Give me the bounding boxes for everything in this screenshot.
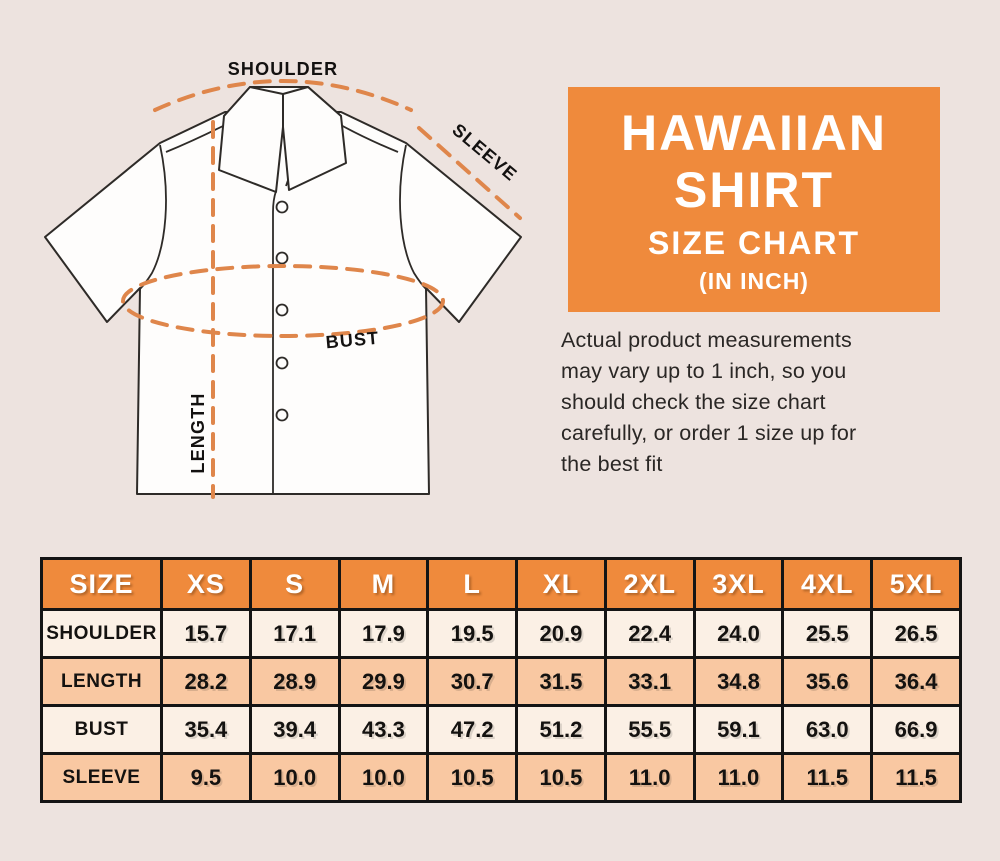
size-value-cell: 31.5: [515, 656, 607, 707]
size-column-header: SIZE: [40, 557, 163, 611]
size-value-cell: 35.6: [781, 656, 874, 707]
size-value-cell: 28.2: [160, 656, 252, 707]
title-line-2: SHIRT: [674, 161, 834, 218]
size-value-cell: 36.4: [870, 656, 962, 707]
sleeve-measure-line: [417, 126, 522, 220]
size-value-cell: 15.7: [160, 608, 252, 659]
title-line-1: HAWAIIAN: [621, 104, 887, 161]
row-label: SHOULDER: [40, 608, 163, 659]
button: [275, 408, 289, 422]
size-value-cell: 63.0: [781, 704, 874, 755]
measure-row-length: LENGTH 28.2 28.9 29.9 30.7 31.5 33.1 34.8 35.6 36…: [40, 656, 962, 707]
size-value-cell: 11.5: [870, 752, 962, 803]
size-value-cell: 33.1: [603, 656, 696, 707]
size-value-cell: 10.5: [426, 752, 519, 803]
size-value-cell: 34.8: [692, 656, 785, 707]
column-header-4xl: 4XL: [781, 557, 874, 611]
shoulder-label: SHOULDER: [228, 59, 339, 79]
shirt-body-outline: [44, 111, 522, 495]
size-value-cell: 66.9: [870, 704, 962, 755]
button: [275, 356, 289, 370]
row-label: SLEEVE: [40, 752, 163, 803]
column-header-xs: XS: [160, 557, 252, 611]
collar-right-leaf: [282, 86, 347, 191]
row-label: LENGTH: [40, 656, 163, 707]
size-value-cell: 35.4: [160, 704, 252, 755]
size-value-cell: 9.5: [160, 752, 252, 803]
shoulder-measure-line: [153, 79, 413, 112]
size-value-cell: 55.5: [603, 704, 696, 755]
placket-line: [272, 190, 277, 494]
size-value-cell: 30.7: [426, 656, 519, 707]
size-value-cell: 11.0: [603, 752, 696, 803]
size-value-cell: 10.0: [248, 752, 341, 803]
column-header-m: M: [337, 557, 430, 611]
button: [275, 251, 289, 265]
row-label: BUST: [40, 704, 163, 755]
size-value-cell: 22.4: [603, 608, 696, 659]
button-row: [275, 200, 289, 422]
column-header-5xl: 5XL: [870, 557, 962, 611]
unit-note: (IN INCH): [699, 267, 809, 294]
column-header-l: L: [426, 557, 519, 611]
shirt-measurement-diagram: SHOULDER SLEEVE BUST LENGTH: [44, 59, 522, 499]
right-yoke-seam: [338, 123, 399, 153]
size-table: SIZE XS S M L XL 2XL 3XL 4XL 5XL SHOULDER 15.7 17.1 1…: [40, 557, 962, 803]
size-value-cell: 17.9: [337, 608, 430, 659]
size-value-cell: 39.4: [248, 704, 341, 755]
size-value-cell: 11.5: [781, 752, 874, 803]
size-value-cell: 26.5: [870, 608, 962, 659]
measurement-note: Actual product measurements may vary up …: [561, 328, 857, 476]
measure-row-sleeve: SLEEVE 9.5 10.0 10.0 10.5 10.5 11.0 11.0 11.5 11.…: [40, 752, 962, 803]
size-value-cell: 24.0: [692, 608, 785, 659]
column-header-3xl: 3XL: [692, 557, 785, 611]
length-label: LENGTH: [188, 392, 208, 473]
size-value-cell: 19.5: [426, 608, 519, 659]
size-value-cell: 10.5: [515, 752, 607, 803]
bust-label: BUST: [325, 328, 380, 353]
left-yoke-seam: [165, 123, 228, 153]
measure-row-shoulder: SHOULDER 15.7 17.1 17.9 19.5 20.9 22.4 24.0 25.5…: [40, 608, 962, 659]
size-value-cell: 25.5: [781, 608, 874, 659]
size-value-cell: 47.2: [426, 704, 519, 755]
size-value-cell: 11.0: [692, 752, 785, 803]
size-value-cell: 28.9: [248, 656, 341, 707]
column-header-xl: XL: [515, 557, 607, 611]
measure-row-bust: BUST 35.4 39.4 43.3 47.2 51.2 55.5 59.1 63.0 66.9: [40, 704, 962, 755]
size-value-cell: 51.2: [515, 704, 607, 755]
bust-measure-line: [121, 264, 445, 338]
column-header-s: S: [248, 557, 341, 611]
size-value-cell: 20.9: [515, 608, 607, 659]
size-value-cell: 43.3: [337, 704, 430, 755]
title-card: HAWAIIAN SHIRT SIZE CHART (IN INCH): [568, 87, 940, 312]
button: [275, 200, 289, 214]
size-value-cell: 17.1: [248, 608, 341, 659]
header-row: SIZE XS S M L XL 2XL 3XL 4XL 5XL: [40, 557, 962, 611]
button: [275, 303, 289, 317]
subtitle: SIZE CHART: [648, 224, 860, 261]
column-header-2xl: 2XL: [603, 557, 696, 611]
size-value-cell: 29.9: [337, 656, 430, 707]
size-value-cell: 10.0: [337, 752, 430, 803]
sleeve-label: SLEEVE: [448, 120, 521, 186]
size-value-cell: 59.1: [692, 704, 785, 755]
